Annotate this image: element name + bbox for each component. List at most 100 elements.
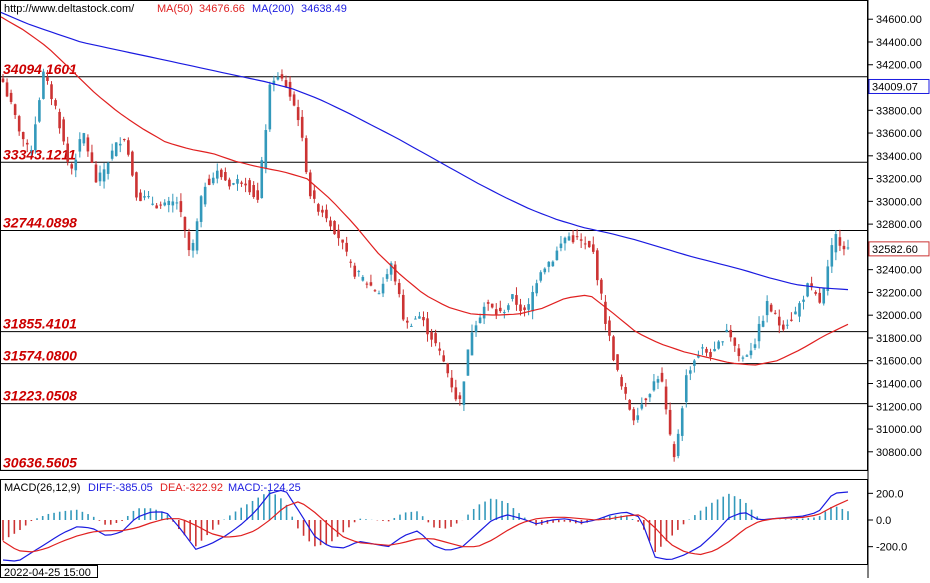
- macd-legend-dea: DEA:-322.92: [160, 482, 223, 494]
- candle-body: [543, 268, 547, 273]
- candle-body: [401, 294, 405, 320]
- ma50-legend-label: MA(50): [157, 3, 193, 15]
- candle-body: [345, 242, 348, 252]
- price-tag-box: [868, 78, 930, 94]
- candle-body: [806, 283, 809, 297]
- candle-body: [684, 375, 688, 402]
- candle-body: [531, 291, 534, 312]
- candle-body: [563, 237, 567, 244]
- candle-body: [151, 203, 154, 205]
- candle-body: [74, 159, 78, 171]
- candle-body: [709, 352, 712, 357]
- candle-body: [632, 409, 636, 421]
- candle-body: [325, 209, 328, 219]
- candle-body: [397, 282, 401, 295]
- source-url[interactable]: http://www.deltastock.com/: [4, 3, 135, 15]
- candle-body: [798, 303, 801, 317]
- candle-body: [600, 279, 603, 294]
- candle-body: [410, 325, 413, 327]
- candle-body: [612, 336, 615, 361]
- ma50-legend-value: 34676.66: [199, 3, 245, 15]
- level-label: 31574.0800: [3, 348, 77, 364]
- candle-body: [761, 320, 765, 327]
- candle-body: [30, 149, 33, 151]
- candle-body: [110, 150, 114, 159]
- candle-body: [139, 192, 142, 202]
- candle-body: [676, 433, 680, 456]
- level-label: 33343.1211: [3, 146, 76, 162]
- price-tick-label: 33800.00: [876, 105, 922, 117]
- candle-body: [583, 243, 587, 245]
- candle-body: [697, 354, 700, 358]
- candle-body: [236, 179, 239, 184]
- macd-legend-label: MACD(26,12,9): [4, 482, 80, 494]
- candle-body: [450, 377, 454, 388]
- candle-body: [818, 292, 821, 303]
- candle-body: [794, 311, 797, 315]
- candle-body: [636, 415, 640, 420]
- candle-body: [701, 347, 704, 349]
- candle-body: [167, 200, 171, 206]
- candle-body: [551, 261, 555, 267]
- candle-body: [725, 329, 729, 332]
- candle-body: [329, 220, 332, 227]
- candle-body: [135, 172, 138, 198]
- price-tick-label: 32000.00: [876, 310, 922, 322]
- candle-body: [810, 283, 813, 288]
- candle-body: [203, 186, 207, 205]
- price-tick-label: 32200.00: [876, 287, 922, 299]
- candle-body: [42, 71, 45, 99]
- candle-body: [462, 381, 466, 406]
- candle-body: [705, 348, 708, 353]
- candle-body: [349, 261, 353, 263]
- candle-body: [284, 80, 288, 87]
- candle-body: [689, 370, 692, 374]
- candle-body: [114, 142, 118, 157]
- macd-axis-ticks: 200.0 0.0 -200.0: [868, 488, 907, 554]
- candle-body: [571, 235, 575, 243]
- candle-body: [228, 179, 231, 187]
- candle-body: [527, 304, 530, 310]
- candle-body: [333, 220, 336, 235]
- candle-body: [288, 81, 292, 97]
- candle-body: [486, 302, 490, 304]
- candle-body: [494, 309, 498, 315]
- candle-body: [70, 164, 74, 169]
- candle-body: [373, 290, 377, 292]
- candle-body: [264, 130, 268, 169]
- level-label: 34094.1601: [3, 61, 77, 77]
- candle-body: [733, 337, 737, 346]
- price-tick-label: 34200.00: [876, 60, 922, 72]
- candle-body: [369, 282, 373, 286]
- ma50-line: [0, 16, 849, 366]
- level-label: 31223.0508: [3, 388, 77, 404]
- candle-body: [846, 247, 850, 249]
- candle-body: [195, 221, 199, 251]
- candle-body: [361, 276, 365, 281]
- candle-body: [252, 185, 255, 198]
- candle-body: [25, 142, 29, 145]
- candle-body: [628, 399, 631, 410]
- candle-body: [478, 317, 482, 323]
- candle-body: [470, 332, 474, 356]
- candle-body: [842, 245, 846, 250]
- candle-body: [769, 304, 773, 312]
- candle-body: [826, 266, 830, 291]
- candle-body: [34, 124, 37, 151]
- candle-body: [426, 318, 429, 335]
- candle-body: [414, 318, 417, 320]
- candle-body: [721, 341, 724, 343]
- candle-body: [308, 172, 312, 197]
- candle-body: [102, 169, 106, 182]
- candle-body: [5, 82, 9, 97]
- candle-body: [163, 202, 167, 206]
- candle-body: [466, 349, 470, 376]
- candle-body: [490, 303, 494, 308]
- candle-body: [127, 140, 130, 155]
- support-resistance-levels: 34094.1601 33343.1211 32744.0898 31855.4101…: [1, 61, 867, 471]
- candle-body: [498, 307, 502, 312]
- candle-body: [317, 204, 320, 212]
- candle-body: [575, 236, 579, 238]
- candle-body: [38, 100, 41, 122]
- candle-body: [296, 107, 300, 121]
